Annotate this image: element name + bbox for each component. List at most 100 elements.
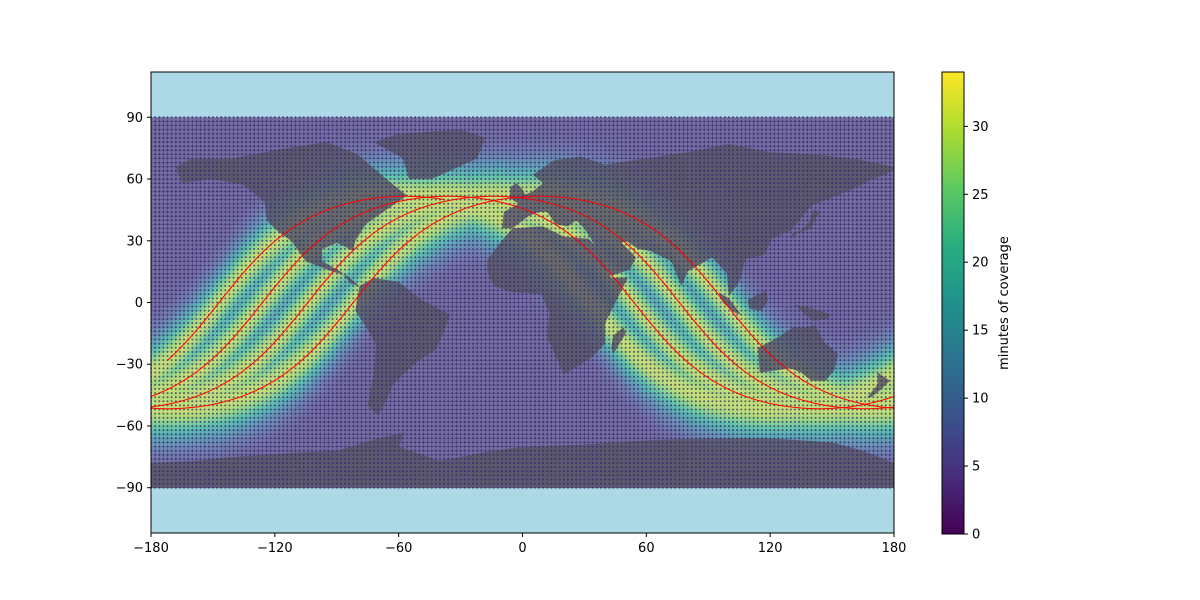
- coverage-cell: [179, 146, 185, 151]
- coverage-cell: [155, 421, 160, 427]
- coverage-cell: [212, 405, 218, 410]
- coverage-cell: [200, 356, 206, 361]
- coverage-cell: [163, 232, 168, 238]
- coverage-cell: [151, 339, 156, 345]
- coverage-cell: [175, 207, 181, 213]
- coverage-cell: [204, 211, 210, 217]
- coverage-cell: [167, 388, 173, 394]
- coverage-cell: [188, 125, 193, 131]
- coverage-cell: [188, 195, 193, 200]
- coverage-cell: [163, 376, 168, 382]
- coverage-cell: [171, 261, 177, 266]
- coverage-cell: [179, 450, 185, 456]
- coverage-cell: [204, 286, 210, 291]
- coverage-cell: [179, 257, 185, 262]
- coverage-cell: [171, 253, 177, 258]
- coverage-cell: [179, 129, 185, 135]
- coverage-cell: [208, 360, 214, 365]
- coverage-cell: [196, 277, 201, 283]
- coverage-cell: [167, 195, 173, 200]
- coverage-cell: [163, 397, 168, 402]
- coverage-cell: [204, 356, 210, 361]
- coverage-cell: [192, 425, 197, 431]
- coverage-cell: [204, 220, 210, 225]
- coverage-cell: [200, 335, 206, 340]
- coverage-cell: [151, 380, 156, 386]
- coverage-cell: [192, 290, 197, 295]
- coverage-cell: [184, 384, 189, 390]
- coverage-cell: [171, 393, 177, 398]
- coverage-cell: [196, 413, 201, 419]
- coverage-cell: [171, 179, 177, 184]
- coverage-cell: [175, 170, 181, 176]
- coverage-cell: [159, 261, 164, 266]
- coverage-cell: [204, 195, 210, 200]
- coverage-cell: [175, 380, 181, 386]
- coverage-cell: [196, 343, 201, 349]
- coverage-cell: [192, 146, 197, 151]
- coverage-cell: [155, 388, 160, 394]
- coverage-cell: [192, 339, 197, 345]
- coverage-cell: [163, 137, 168, 143]
- coverage-cell: [151, 351, 156, 357]
- coverage-cell: [179, 224, 185, 229]
- coverage-cell: [171, 376, 177, 382]
- coverage-cell: [155, 294, 160, 299]
- coverage-cell: [200, 417, 206, 423]
- coverage-cell: [155, 224, 160, 229]
- coverage-cell: [155, 434, 160, 439]
- coverage-cell: [212, 310, 218, 316]
- coverage-cell: [208, 150, 214, 155]
- coverage-cell: [179, 154, 185, 159]
- coverage-cell: [208, 281, 214, 287]
- coverage-cell: [171, 244, 177, 250]
- coverage-cell: [212, 306, 218, 312]
- coverage-cell: [175, 265, 181, 270]
- coverage-cell: [171, 166, 177, 172]
- coverage-cell: [200, 421, 206, 427]
- coverage-cell: [208, 207, 214, 213]
- coverage-cell: [200, 306, 206, 312]
- coverage-cell: [204, 244, 210, 250]
- coverage-cell: [167, 310, 173, 316]
- coverage-cell: [171, 368, 177, 373]
- coverage-cell: [196, 438, 201, 443]
- coverage-cell: [188, 347, 193, 353]
- coverage-cell: [204, 199, 210, 205]
- coverage-cell: [159, 339, 164, 345]
- coverage-cell: [155, 450, 160, 456]
- coverage-cell: [179, 216, 185, 221]
- coverage-cell: [167, 281, 173, 287]
- coverage-cell: [212, 343, 218, 349]
- coverage-cell: [184, 364, 189, 369]
- coverage-cell: [200, 434, 206, 439]
- coverage-cell: [175, 376, 181, 382]
- coverage-cell: [167, 211, 173, 217]
- coverage-cell: [188, 129, 193, 135]
- coverage-cell: [200, 261, 206, 266]
- coverage-cell: [151, 207, 156, 213]
- coverage-cell: [184, 409, 189, 415]
- coverage-cell: [151, 199, 156, 205]
- coverage-cell: [184, 211, 189, 217]
- coverage-cell: [188, 442, 193, 447]
- coverage-cell: [196, 141, 201, 147]
- coverage-cell: [155, 203, 160, 209]
- coverage-cell: [167, 405, 173, 410]
- coverage-cell: [204, 203, 210, 209]
- coverage-cell: [175, 368, 181, 373]
- coverage-cell: [188, 454, 193, 460]
- coverage-cell: [155, 351, 160, 357]
- coverage-cell: [179, 183, 185, 188]
- coverage-cell: [151, 281, 156, 287]
- coverage-cell: [159, 425, 164, 431]
- coverage-cell: [192, 372, 197, 377]
- coverage-cell: [196, 216, 201, 221]
- coverage-cell: [163, 187, 168, 192]
- coverage-cell: [159, 179, 164, 184]
- coverage-cell: [167, 286, 173, 291]
- coverage-cell: [179, 318, 185, 324]
- coverage-cell: [208, 442, 214, 447]
- coverage-cell: [159, 146, 164, 151]
